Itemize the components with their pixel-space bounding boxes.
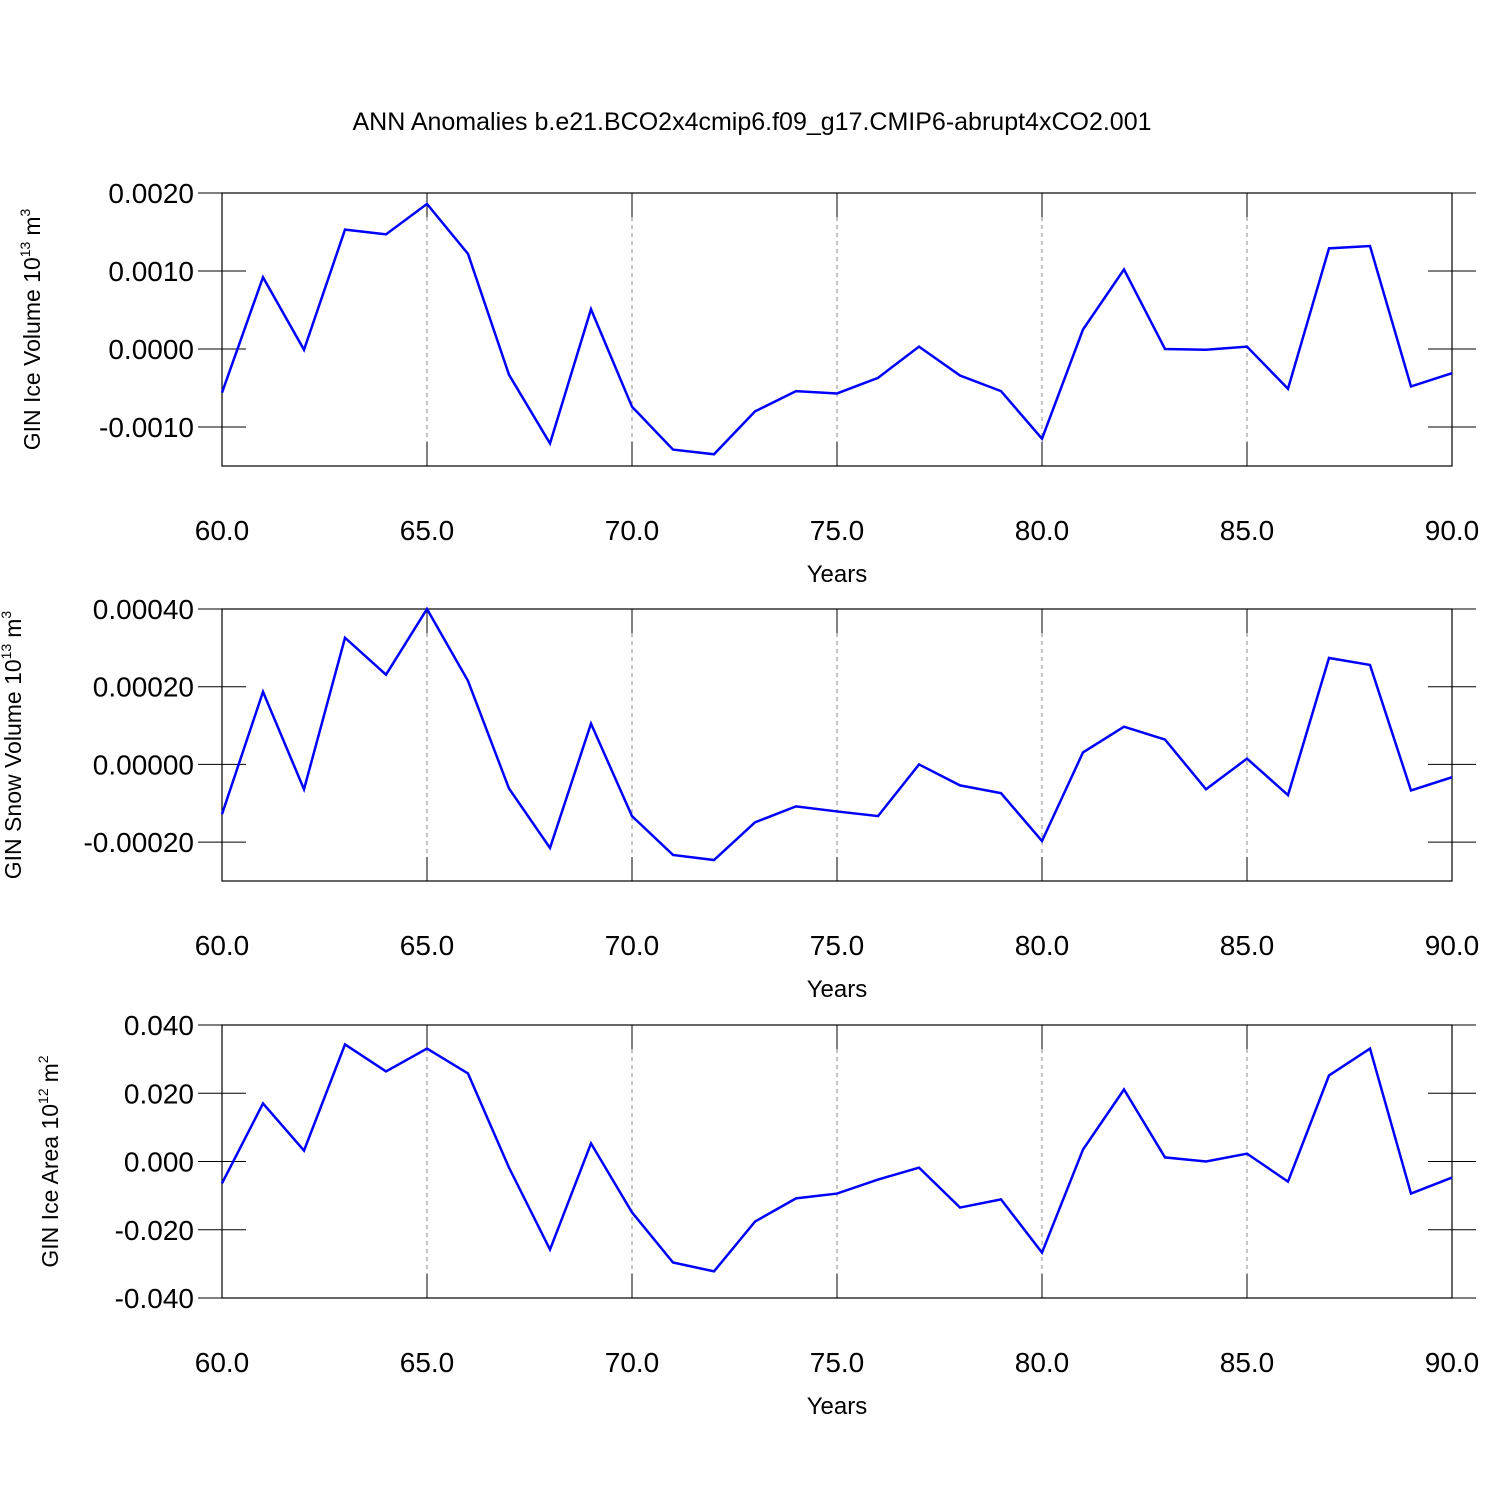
y-tick-label: 0.00020 [93,672,194,703]
y-axis-title-superscript: 3 [0,611,14,619]
y-axis-title-superscript: 3 [17,209,33,217]
y-tick-label: 0.020 [124,1078,194,1109]
x-tick-label: 70.0 [605,1347,660,1378]
y-axis-title-part: GIN Snow Volume 10 [0,659,26,879]
x-axis-title: Years [807,976,868,1003]
x-tick-label: 70.0 [605,515,660,546]
plot-frame [221,1024,1453,1299]
x-tick-label: 70.0 [605,930,660,961]
data-line [220,606,1453,862]
x-tick-label: 85.0 [1220,515,1275,546]
data-line [220,1042,1453,1273]
y-tick-label: 0.00000 [93,749,194,780]
x-tick-label: 60.0 [195,515,250,546]
x-tick-label: 90.0 [1425,930,1480,961]
x-tick-label: 90.0 [1425,1347,1480,1378]
x-tick-label: 65.0 [400,1347,455,1378]
y-tick-label: 0.000 [124,1147,194,1178]
y-axis-title-superscript: 13 [0,644,14,660]
y-tick-label: 0.00040 [93,594,194,625]
plot-frame [221,608,1453,882]
y-tick-label: -0.020 [115,1215,194,1246]
y-axis-title-part: m [0,619,26,638]
x-tick-label: 60.0 [195,930,250,961]
y-axis-title-superscript: 13 [17,241,33,257]
y-axis-title-part: m [37,1063,63,1082]
y-axis-title-part: GIN Ice Area 10 [37,1104,63,1268]
x-tick-label: 90.0 [1425,515,1480,546]
y-axis-title-part: GIN Ice Volume 10 [19,257,45,450]
y-tick-label: -0.040 [115,1283,194,1314]
figure-title: ANN Anomalies b.e21.BCO2x4cmip6.f09_g17.… [352,108,1151,136]
x-tick-label: 75.0 [810,515,865,546]
x-axis-title: Years [807,1393,868,1420]
x-tick-label: 85.0 [1220,930,1275,961]
y-tick-label: 0.0020 [108,178,194,209]
x-tick-label: 75.0 [810,1347,865,1378]
x-tick-label: 80.0 [1015,930,1070,961]
y-tick-label: -0.0010 [99,412,194,443]
y-tick-label: 0.0000 [108,334,194,365]
x-tick-label: 65.0 [400,930,455,961]
y-tick-label: -0.00020 [83,827,194,858]
y-axis-title: GIN Ice Volume 1013 m3 [17,209,45,451]
x-tick-label: 85.0 [1220,1347,1275,1378]
x-tick-label: 80.0 [1015,1347,1070,1378]
x-axis-title: Years [807,561,868,588]
y-axis-title: GIN Snow Volume 1013 m3 [0,611,26,880]
x-tick-label: 75.0 [810,930,865,961]
data-line [220,202,1453,456]
x-tick-label: 60.0 [195,1347,250,1378]
x-tick-label: 65.0 [400,515,455,546]
plot-frame [221,192,1453,467]
y-axis-title: GIN Ice Area 1012 m2 [35,1055,63,1267]
y-tick-label: 0.0010 [108,256,194,287]
y-tick-label: 0.040 [124,1010,194,1041]
y-axis-title-superscript: 2 [35,1055,51,1063]
x-tick-label: 80.0 [1015,515,1070,546]
y-axis-title-superscript: 12 [35,1088,51,1104]
y-axis-title-part: m [19,217,45,236]
